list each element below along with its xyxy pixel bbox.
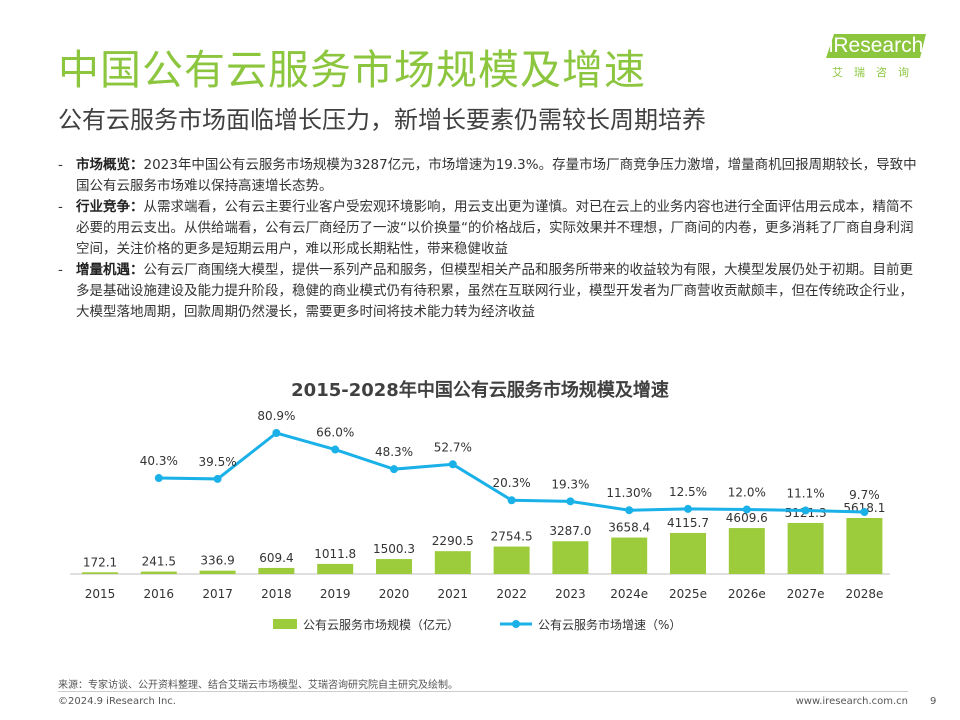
legend-line-marker bbox=[512, 620, 520, 628]
x-tick-2028e: 2028e bbox=[845, 587, 883, 601]
legend-bar-swatch bbox=[273, 619, 297, 629]
page-number: 9 bbox=[930, 696, 937, 707]
bar-2022 bbox=[493, 546, 530, 574]
x-tick-2017: 2017 bbox=[202, 587, 233, 601]
growth-point-2022 bbox=[507, 496, 516, 505]
growth-label-2016: 40.3% bbox=[140, 454, 178, 468]
growth-point-2020 bbox=[390, 465, 398, 474]
bar-2017 bbox=[199, 570, 236, 574]
bar-2020 bbox=[376, 559, 412, 574]
growth-point-2025e bbox=[684, 504, 692, 513]
iresearch-logo: iResearch 艾瑞咨询 bbox=[826, 34, 926, 84]
bar-label-2020: 1500.3 bbox=[373, 542, 415, 556]
growth-point-2019 bbox=[331, 445, 340, 454]
x-tick-2018: 2018 bbox=[261, 587, 292, 601]
growth-point-2028e bbox=[860, 508, 869, 516]
x-tick-2025e: 2025e bbox=[669, 587, 707, 601]
bar-2015 bbox=[82, 572, 118, 574]
growth-point-2017 bbox=[213, 474, 222, 483]
x-tick-2015: 2015 bbox=[85, 587, 116, 601]
growth-label-2019: 66.0% bbox=[316, 426, 354, 440]
bar-2025e bbox=[670, 532, 706, 574]
footer-divider bbox=[58, 691, 908, 692]
bullet-dash: - bbox=[58, 262, 63, 278]
growth-label-2021: 52.7% bbox=[434, 440, 472, 454]
bar-label-2019: 1011.8 bbox=[314, 547, 356, 561]
bar-2028e bbox=[846, 518, 883, 574]
bullet-text: 2023年中国公有云服务市场规模为3287亿元，市场增速为19.3%。存量市场厂… bbox=[76, 157, 917, 194]
bar-label-2016: 241.5 bbox=[142, 555, 176, 569]
growth-label-2023: 19.3% bbox=[551, 477, 589, 491]
legend-line-label: 公有云服务市场增速（%） bbox=[538, 617, 681, 632]
bar-2027e bbox=[787, 522, 824, 574]
copyright: ©2024.9 iResearch Inc. bbox=[58, 696, 176, 707]
source-note: 来源：专家访谈、公开资料整理、结合艾瑞云市场模型、艾瑞咨询研究院自主研究及绘制。 bbox=[58, 680, 458, 691]
growth-point-2021 bbox=[448, 460, 457, 469]
logo-chinese-name: 艾瑞咨询 bbox=[832, 66, 920, 79]
growth-label-2026e: 12.0% bbox=[728, 485, 766, 499]
growth-label-2017: 39.5% bbox=[199, 455, 237, 469]
bar-2016 bbox=[140, 571, 177, 574]
bar-2021 bbox=[434, 551, 471, 574]
bar-label-2024e: 3658.4 bbox=[608, 521, 650, 535]
x-tick-2019: 2019 bbox=[320, 587, 351, 601]
growth-point-2023 bbox=[566, 497, 575, 506]
bar-label-2026e: 4609.6 bbox=[726, 511, 768, 525]
logo-wordmark: iResearch bbox=[826, 34, 926, 58]
bar-label-2021: 2290.5 bbox=[432, 534, 474, 548]
growth-label-2018: 80.9% bbox=[257, 409, 295, 423]
bullet-label: 增量机遇： bbox=[76, 262, 144, 278]
x-tick-2024e: 2024e bbox=[610, 587, 648, 601]
bar-label-2017: 336.9 bbox=[200, 554, 234, 568]
bullet-text: 公有云厂商围绕大模型，提供一系列产品和服务，但模型相关产品和服务所带来的收益较为… bbox=[76, 262, 913, 320]
bar-2023 bbox=[552, 541, 589, 574]
bullet-opportunities: - 增量机遇：公有云厂商围绕大模型，提供一系列产品和服务，但模型相关产品和服务所… bbox=[58, 260, 918, 323]
growth-label-2028e: 9.7% bbox=[849, 488, 880, 502]
bar-2018 bbox=[258, 567, 295, 574]
x-tick-2020: 2020 bbox=[379, 587, 410, 601]
chart-title: 2015-2028年中国公有云服务市场规模及增速 bbox=[291, 380, 669, 401]
bar-2026e bbox=[728, 528, 765, 574]
x-tick-2023: 2023 bbox=[555, 587, 586, 601]
x-tick-2026e: 2026e bbox=[728, 587, 766, 601]
bullet-competition: - 行业竞争：从需求端看，公有云主要行业客户受宏观环境影响，用云支出更为谨慎。对… bbox=[58, 197, 918, 260]
website-link[interactable]: www.iresearch.com.cn bbox=[795, 696, 908, 707]
bar-label-2018: 609.4 bbox=[259, 551, 293, 565]
bar-2024e bbox=[611, 537, 648, 574]
bar-label-2023: 3287.0 bbox=[549, 524, 591, 538]
bullet-label: 市场概览： bbox=[76, 157, 144, 173]
bullet-dash: - bbox=[58, 157, 63, 173]
x-tick-2022: 2022 bbox=[496, 587, 527, 601]
x-tick-2021: 2021 bbox=[438, 587, 469, 601]
market-chart: 172.1 2015 241.5 2016 336.9 2017 609.4 2018 1011… bbox=[70, 409, 890, 632]
bullet-list: - 市场概览：2023年中国公有云服务市场规模为3287亿元，市场增速为19.3… bbox=[58, 155, 918, 323]
growth-label-2025e: 12.5% bbox=[669, 485, 707, 499]
growth-point-2024e bbox=[625, 506, 634, 515]
bar-label-2015: 172.1 bbox=[83, 555, 117, 569]
growth-label-2020: 48.3% bbox=[375, 445, 413, 459]
growth-label-2022: 20.3% bbox=[493, 476, 531, 490]
x-tick-2027e: 2027e bbox=[787, 587, 825, 601]
growth-point-2026e bbox=[742, 505, 751, 514]
growth-label-2024e: 11.30% bbox=[606, 486, 652, 500]
growth-point-2027e bbox=[801, 506, 810, 515]
growth-point-2018 bbox=[272, 429, 281, 437]
bullet-text: 从需求端看，公有云主要行业客户受宏观环境影响，用云支出更为谨慎。对已在云上的业务… bbox=[76, 199, 914, 257]
bullet-label: 行业竞争： bbox=[76, 199, 144, 215]
growth-point-2016 bbox=[154, 474, 163, 483]
bar-label-2022: 2754.5 bbox=[491, 530, 533, 544]
bullet-dash: - bbox=[58, 199, 63, 215]
growth-label-2027e: 11.1% bbox=[787, 486, 825, 500]
bar-2019 bbox=[317, 563, 354, 574]
bullet-market-overview: - 市场概览：2023年中国公有云服务市场规模为3287亿元，市场增速为19.3… bbox=[58, 155, 918, 197]
bar-label-2025e: 4115.7 bbox=[667, 516, 709, 530]
page-subtitle: 公有云服务市场面临增长压力，新增长要素仍需较长周期培养 bbox=[58, 106, 706, 134]
legend-bar-label: 公有云服务市场规模（亿元） bbox=[303, 617, 459, 632]
page-title: 中国公有云服务市场规模及增速 bbox=[58, 46, 646, 94]
x-tick-2016: 2016 bbox=[144, 587, 175, 601]
